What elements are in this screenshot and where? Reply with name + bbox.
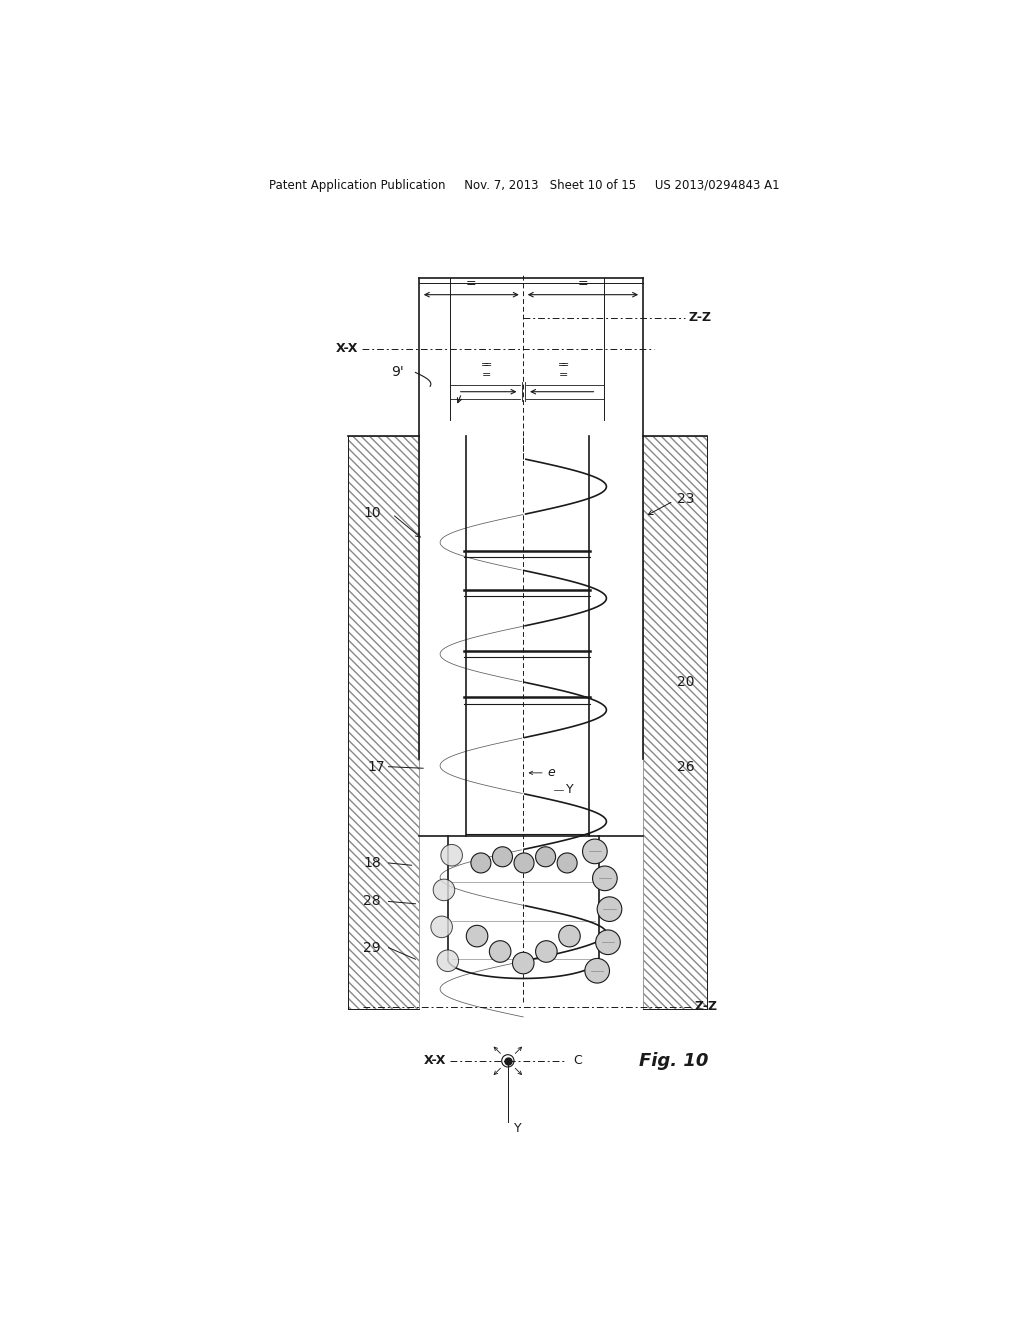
Bar (348, 436, 419, 1010)
Text: C: C (573, 1055, 582, 1068)
Text: =: = (578, 277, 588, 290)
Text: Y: Y (514, 1122, 521, 1135)
Circle shape (431, 916, 453, 937)
Text: 29: 29 (364, 941, 381, 954)
Circle shape (583, 840, 607, 863)
Circle shape (596, 929, 621, 954)
Circle shape (502, 1055, 514, 1067)
Text: 18: 18 (364, 855, 381, 870)
Text: Fig. 10: Fig. 10 (639, 1052, 709, 1069)
Circle shape (536, 941, 557, 962)
Text: Patent Application Publication     Nov. 7, 2013   Sheet 10 of 15     US 2013/029: Patent Application Publication Nov. 7, 2… (269, 178, 780, 191)
Text: =: = (481, 360, 489, 370)
Circle shape (437, 950, 459, 972)
Circle shape (466, 925, 487, 946)
Circle shape (512, 952, 535, 974)
Text: X-X: X-X (335, 342, 357, 355)
Text: 20: 20 (677, 675, 694, 689)
Circle shape (597, 896, 622, 921)
Text: =: = (558, 360, 566, 370)
Bar (643, 436, 707, 1010)
Bar (643, 436, 707, 1010)
Text: =: = (561, 360, 569, 370)
Circle shape (493, 847, 512, 867)
Circle shape (471, 853, 490, 873)
Circle shape (514, 853, 535, 873)
Circle shape (536, 847, 556, 867)
Text: =: = (484, 360, 493, 370)
Circle shape (585, 958, 609, 983)
Text: =: = (466, 277, 476, 290)
Bar (348, 436, 419, 1010)
Circle shape (489, 941, 511, 962)
Text: =: = (559, 370, 568, 380)
Text: =: = (482, 370, 492, 380)
Text: e: e (548, 767, 556, 779)
Text: 28: 28 (364, 895, 381, 908)
Text: 23: 23 (677, 492, 694, 506)
Circle shape (557, 853, 578, 873)
Text: 9': 9' (391, 366, 403, 379)
Circle shape (559, 925, 581, 946)
Text: Y: Y (565, 783, 573, 796)
Text: 17: 17 (367, 760, 385, 774)
Text: 10: 10 (364, 506, 381, 520)
Text: Z-Z: Z-Z (689, 312, 712, 325)
Circle shape (593, 866, 617, 891)
Text: X-X: X-X (424, 1055, 446, 1068)
Circle shape (433, 879, 455, 900)
Text: Z-Z: Z-Z (695, 1001, 718, 1014)
Text: 26: 26 (677, 760, 695, 774)
Circle shape (441, 845, 463, 866)
